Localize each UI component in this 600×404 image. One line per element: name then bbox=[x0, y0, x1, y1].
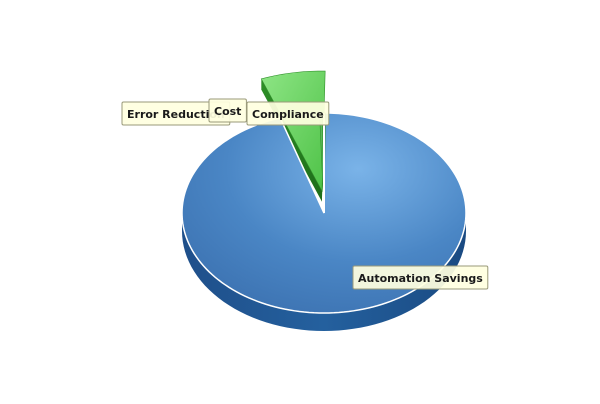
slice-label-text: Compliance bbox=[252, 108, 324, 121]
slice-label-text: Cost bbox=[214, 105, 241, 118]
slice-label-automation-savings: Automation Savings bbox=[353, 266, 488, 289]
slice-label-compliance: Compliance bbox=[247, 102, 329, 125]
slice-label-cost: Cost bbox=[209, 99, 246, 122]
slice-label-text: Automation Savings bbox=[358, 272, 483, 285]
